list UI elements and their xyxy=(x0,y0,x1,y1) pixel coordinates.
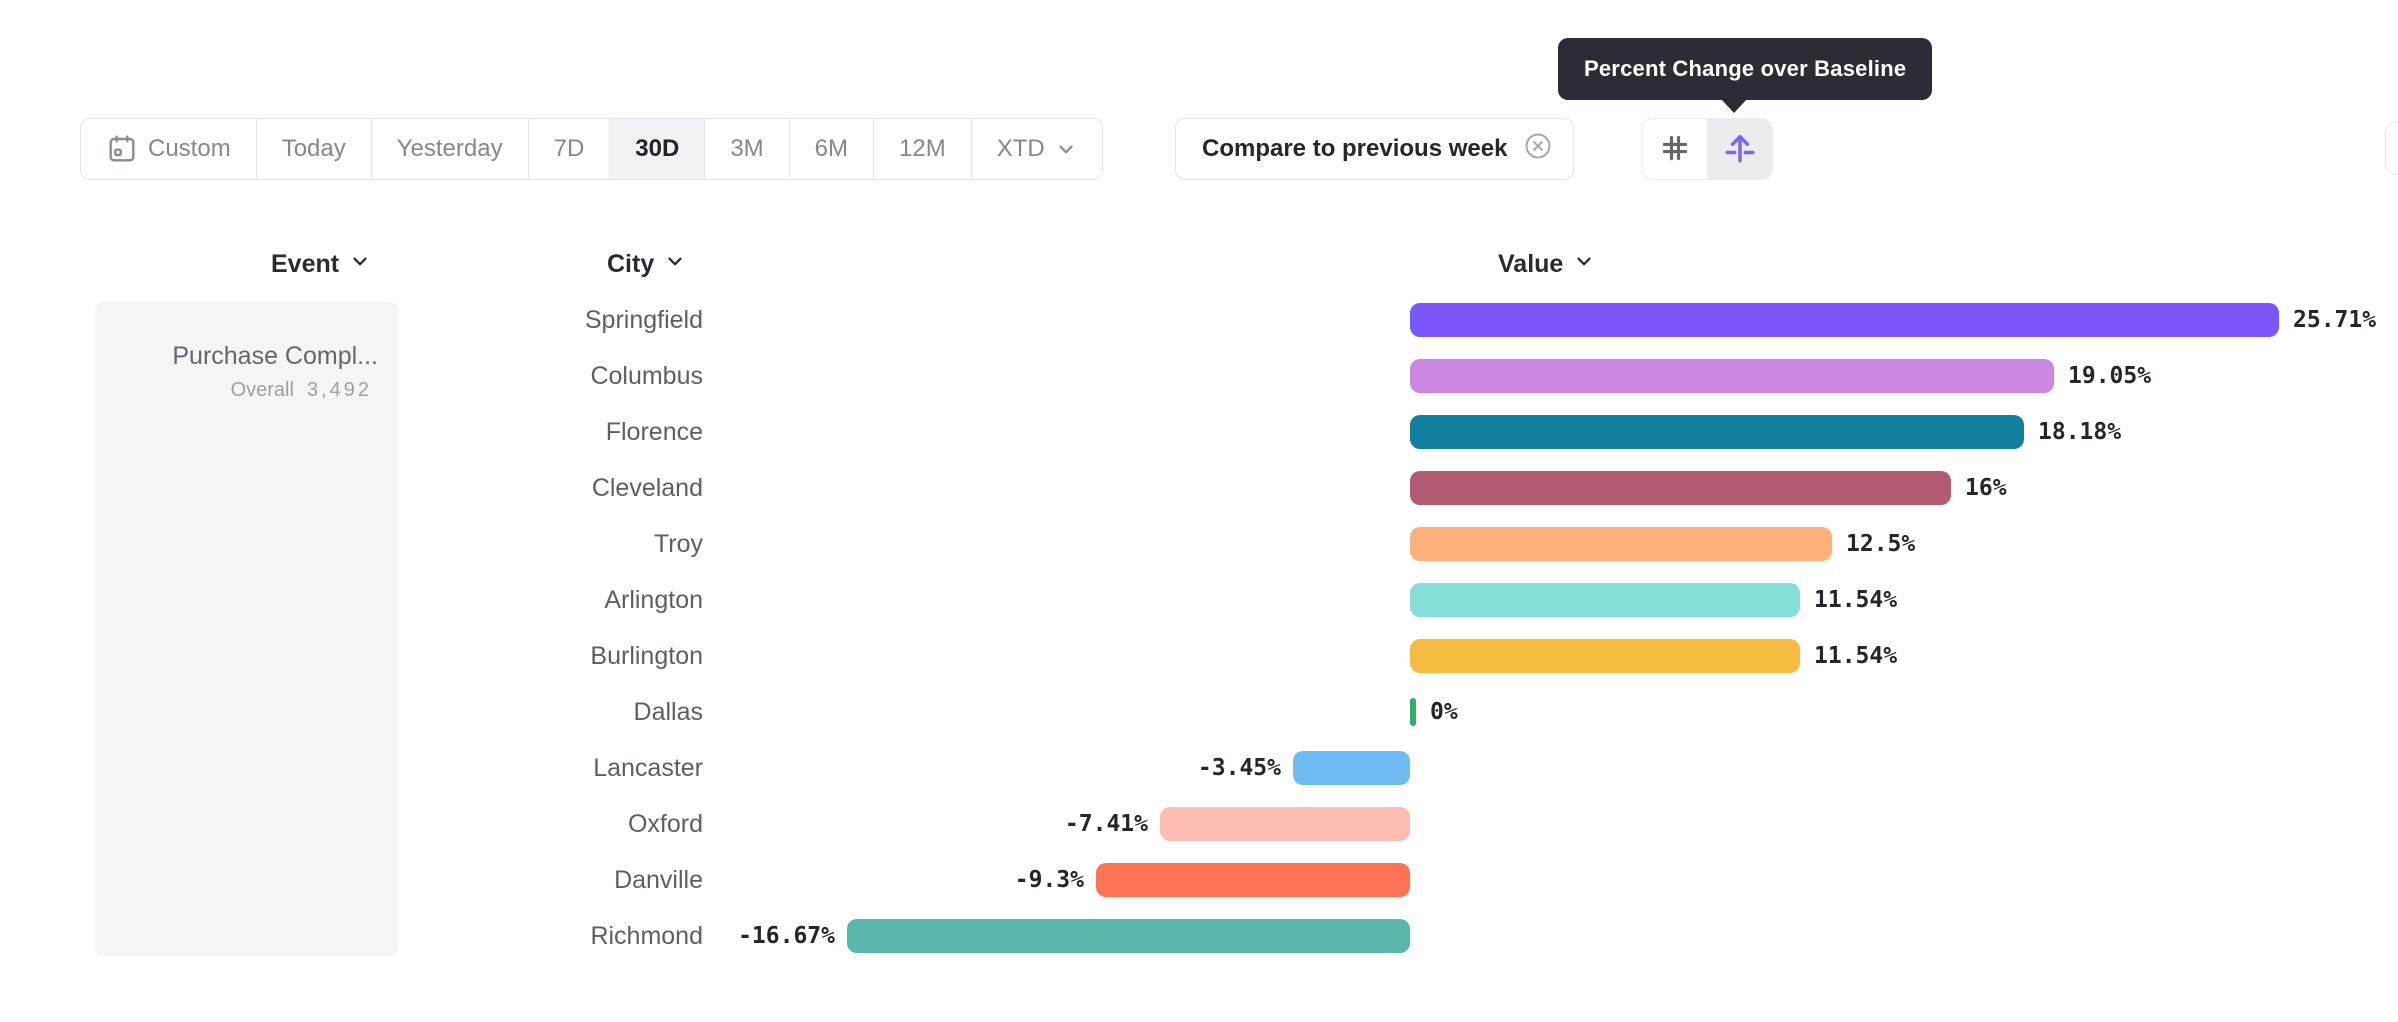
date-range-6m[interactable]: 6M xyxy=(789,119,874,179)
date-range-xtd[interactable]: XTD xyxy=(971,119,1102,179)
category-label: Arlington xyxy=(604,586,703,614)
category-label: Springfield xyxy=(584,306,703,334)
category-label: Burlington xyxy=(590,642,703,670)
chart-row-lancaster: Lancaster -3.45% xyxy=(0,740,2398,796)
bar-florence[interactable] xyxy=(1410,415,2024,449)
chart-row-oxford: Oxford -7.41% xyxy=(0,796,2398,852)
date-range-label: Custom xyxy=(148,135,231,162)
date-range-12m[interactable]: 12M xyxy=(874,119,972,179)
event-title: Purchase Compl... xyxy=(172,342,378,370)
category-label: Columbus xyxy=(590,362,703,390)
bar-value-label: 25.71% xyxy=(2293,307,2377,333)
bar-value-label: 12.5% xyxy=(1846,531,1916,557)
category-label: Dallas xyxy=(633,698,703,726)
event-overall-row: Overall 3,492 xyxy=(231,379,372,402)
category-label: Danville xyxy=(614,866,703,894)
bar-value-label: 11.54% xyxy=(1814,643,1898,669)
bar-burlington[interactable] xyxy=(1410,639,1800,673)
bar-danville[interactable] xyxy=(1096,863,1410,897)
bar-value-label: 19.05% xyxy=(2068,363,2152,389)
tooltip: Percent Change over Baseline xyxy=(1558,38,1933,100)
bar-oxford[interactable] xyxy=(1160,807,1410,841)
chart-row-springfield: Springfield 25.71% xyxy=(0,292,2398,348)
bar-richmond[interactable] xyxy=(847,919,1410,953)
partial-right-edge-button[interactable] xyxy=(2385,121,2398,175)
bar-value-label: 16% xyxy=(1965,475,2007,501)
category-label: Oxford xyxy=(627,810,703,838)
tooltip-caret xyxy=(1720,98,1748,113)
bar-value-label: 11.54% xyxy=(1814,587,1898,613)
category-label: Troy xyxy=(653,530,703,558)
bar-value-label: 18.18% xyxy=(2038,419,2122,445)
date-range-label: 7D xyxy=(553,135,585,162)
date-range-label: Yesterday xyxy=(396,135,503,162)
column-header-value-label: Value xyxy=(1498,249,1564,278)
date-range-label: XTD xyxy=(996,135,1045,162)
category-label: Richmond xyxy=(590,922,703,950)
chart-row-richmond: Richmond -16.67% xyxy=(0,908,2398,964)
chart-row-troy: Troy 12.5% xyxy=(0,516,2398,572)
arrow-up-from-line-icon xyxy=(1722,130,1758,169)
view-toggle xyxy=(1641,118,1773,180)
date-range-label: Today xyxy=(281,135,346,162)
bar-chart: Springfield 25.71% Columbus 19.05% Florence 1… xyxy=(0,292,2398,964)
chart-row-burlington: Burlington 11.54% xyxy=(0,628,2398,684)
column-header-city-label: City xyxy=(607,249,655,278)
date-range-today[interactable]: Today xyxy=(256,119,372,179)
chart-row-arlington: Arlington 11.54% xyxy=(0,572,2398,628)
chevron-down-icon xyxy=(664,250,686,279)
chart-row-dallas: Dallas 0% xyxy=(0,684,2398,740)
compare-chip-label: Compare to previous week xyxy=(1202,135,1508,162)
hash-icon xyxy=(1658,131,1692,168)
date-range-label: 3M xyxy=(730,135,764,162)
date-range-30d[interactable]: 30D xyxy=(610,119,706,179)
date-range-7d[interactable]: 7D xyxy=(528,119,611,179)
bar-value-label: -9.3% xyxy=(1014,867,1084,893)
date-range-3m[interactable]: 3M xyxy=(705,119,790,179)
date-range-picker: Custom Today Yesterday 7D 30D 3M 6M 12M XTD xyxy=(80,118,1103,180)
category-label: Florence xyxy=(605,418,703,446)
compare-chip[interactable]: Compare to previous week xyxy=(1175,118,1575,180)
tooltip-text: Percent Change over Baseline xyxy=(1584,56,1907,81)
column-header-value[interactable]: Value xyxy=(1498,247,1595,281)
bar-lancaster[interactable] xyxy=(1293,751,1410,785)
overall-label: Overall xyxy=(230,379,294,401)
grid-view-button[interactable] xyxy=(1642,119,1707,179)
bar-value-label: -16.67% xyxy=(738,923,835,949)
bar-cleveland[interactable] xyxy=(1410,471,1951,505)
percent-change-view-button[interactable] xyxy=(1707,119,1772,179)
chevron-down-icon xyxy=(349,250,371,279)
date-range-label: 30D xyxy=(635,135,680,162)
date-range-label: 6M xyxy=(814,135,848,162)
chart-row-cleveland: Cleveland 16% xyxy=(0,460,2398,516)
column-header-city[interactable]: City xyxy=(607,247,686,281)
date-range-yesterday[interactable]: Yesterday xyxy=(371,119,529,179)
bar-value-label: 0% xyxy=(1430,699,1458,725)
date-range-label: 12M xyxy=(899,135,946,162)
bar-springfield[interactable] xyxy=(1410,303,2279,337)
column-header-event-label: Event xyxy=(271,249,340,278)
bar-value-label: -7.41% xyxy=(1064,811,1148,837)
chart-row-florence: Florence 18.18% xyxy=(0,404,2398,460)
bar-troy[interactable] xyxy=(1410,527,1832,561)
chevron-down-icon xyxy=(1573,250,1595,279)
event-panel[interactable]: Purchase Compl... Overall 3,492 xyxy=(95,302,398,956)
x-circle-icon[interactable] xyxy=(1523,131,1553,168)
chevron-down-icon xyxy=(1055,138,1077,160)
bar-value-label: -3.45% xyxy=(1197,755,1281,781)
chart-row-danville: Danville -9.3% xyxy=(0,852,2398,908)
bar-arlington[interactable] xyxy=(1410,583,1800,617)
chart-row-columbus: Columbus 19.05% xyxy=(0,348,2398,404)
column-header-event[interactable]: Event xyxy=(271,247,371,281)
calendar-icon xyxy=(106,133,138,165)
overall-value: 3,492 xyxy=(306,379,372,401)
date-range-custom[interactable]: Custom xyxy=(81,119,257,179)
category-label: Lancaster xyxy=(593,754,703,782)
category-label: Cleveland xyxy=(591,474,703,502)
bar-columbus[interactable] xyxy=(1410,359,2054,393)
bar-dallas[interactable] xyxy=(1410,698,1416,726)
